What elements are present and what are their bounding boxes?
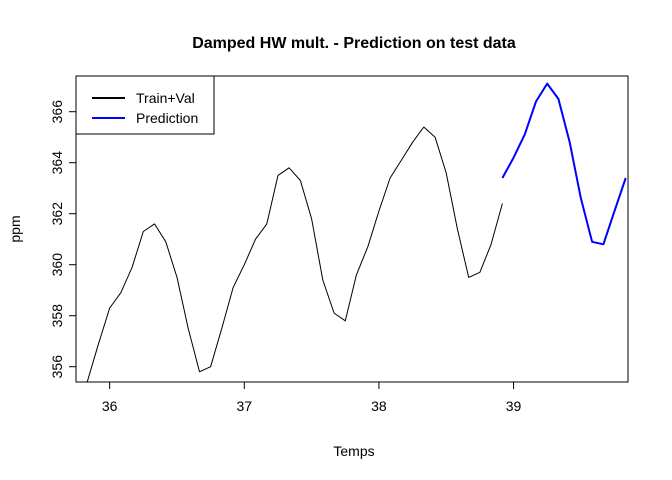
x-tick-label: 36 [102, 398, 118, 414]
y-tick-label: 364 [49, 151, 65, 175]
legend: Train+Val Prediction [75, 75, 215, 135]
series-line-prediction [501, 82, 627, 246]
x-tick-label: 39 [506, 398, 522, 414]
legend-label-train-val: Train+Val [136, 90, 195, 106]
series-line-train-val [86, 126, 503, 383]
y-axis-label: ppm [7, 215, 23, 242]
y-tick-label: 360 [49, 253, 65, 277]
series-layer [86, 82, 627, 383]
plot-frame [75, 75, 629, 383]
legend-box [75, 75, 215, 135]
x-tick-label: 37 [237, 398, 253, 414]
x-axis-label: Temps [333, 443, 374, 459]
y-tick-label: 362 [49, 202, 65, 226]
legend-label-prediction: Prediction [136, 110, 198, 126]
y-tick-label: 366 [49, 100, 65, 124]
chart-title: Damped HW mult. - Prediction on test dat… [192, 35, 516, 52]
y-tick-label: 356 [49, 355, 65, 379]
y-axis: 356 358 360 362 364 366 [49, 100, 76, 379]
x-tick-label: 38 [371, 398, 387, 414]
y-tick-label: 358 [49, 304, 65, 328]
x-axis: 36 37 38 39 [102, 382, 522, 414]
